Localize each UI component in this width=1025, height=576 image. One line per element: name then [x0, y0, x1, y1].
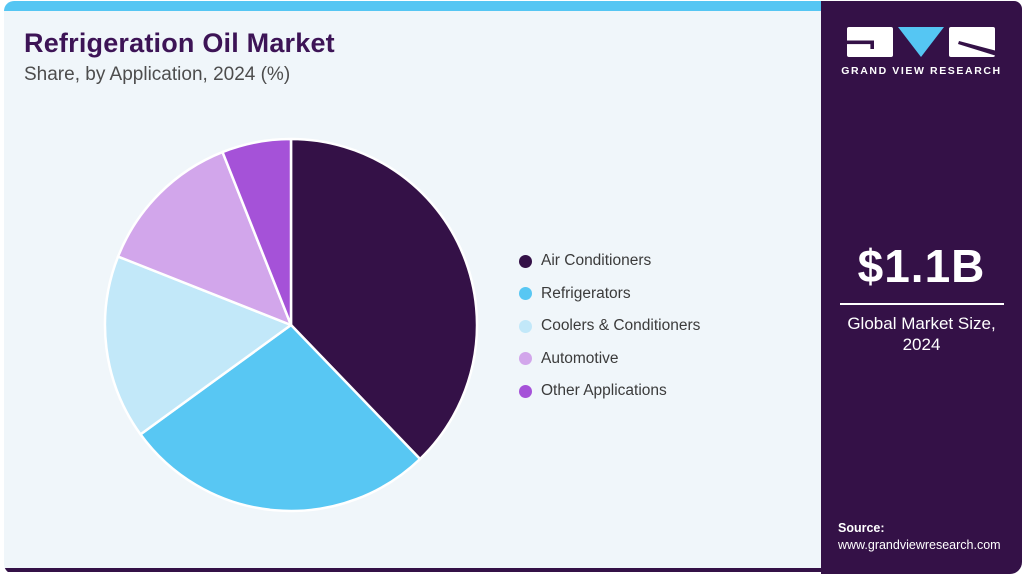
legend-label: Coolers & Conditioners [541, 317, 701, 334]
pie-slice-coolers-conditioners [103, 255, 293, 436]
pie-chart-svg [103, 137, 479, 513]
logo-g-glyph [846, 27, 893, 57]
bottom-accent-bar [4, 568, 821, 572]
pie-slice-automotive [116, 150, 293, 327]
legend-item: Coolers & Conditioners [519, 316, 700, 336]
gvr-logo-icon [846, 27, 995, 57]
logo-v-glyph [897, 27, 944, 57]
divider-line [839, 303, 1004, 305]
bottom-pad [4, 572, 821, 574]
source-block: Source: www.grandviewresearch.com [838, 520, 1001, 554]
top-accent-bar [4, 1, 821, 11]
source-url: www.grandviewresearch.com [838, 538, 1001, 552]
market-size-label: Global Market Size, 2024 [847, 314, 996, 354]
legend-item: Other Applications [519, 381, 700, 401]
brand-logo: GRAND VIEW RESEARCH [821, 27, 1022, 77]
logo-r-glyph [948, 27, 995, 57]
brand-sidebar: GRAND VIEW RESEARCH $1.1B Global Market … [821, 1, 1022, 574]
legend-swatch-icon [519, 352, 532, 365]
source-label: Source: [838, 521, 885, 535]
legend-label: Refrigerators [541, 284, 631, 302]
legend-item: Air Conditioners [519, 251, 700, 271]
legend-item: Automotive [519, 349, 700, 369]
page-title: Refrigeration Oil Market [24, 28, 335, 58]
legend-label: Other Applications [541, 382, 667, 399]
legend-swatch-icon [519, 254, 532, 268]
market-size-block: $1.1B Global Market Size, 2024 [821, 239, 1022, 355]
infographic-frame: Refrigeration Oil Market Share, by Appli… [4, 1, 1022, 574]
chart-legend: Air Conditioners Refrigerators Coolers & C… [519, 251, 700, 414]
legend-label: Automotive [541, 349, 619, 367]
chart-panel: Refrigeration Oil Market Share, by Appli… [4, 1, 821, 574]
page-subtitle: Share, by Application, 2024 (%) [24, 64, 291, 85]
pie-slice-other-applications [221, 137, 293, 327]
pie-slice-refrigerators [139, 323, 422, 513]
legend-label: Air Conditioners [541, 252, 652, 269]
pie-slice-air-conditioners [289, 137, 479, 461]
brand-name: GRAND VIEW RESEARCH [841, 65, 1002, 77]
chart-content: Refrigeration Oil Market Share, by Appli… [4, 11, 821, 568]
market-size-value: $1.1B [857, 240, 986, 292]
legend-swatch-icon [519, 287, 532, 300]
legend-item: Refrigerators [519, 284, 700, 304]
pie-chart [101, 135, 481, 515]
legend-swatch-icon [519, 384, 532, 398]
legend-swatch-icon [519, 319, 532, 333]
